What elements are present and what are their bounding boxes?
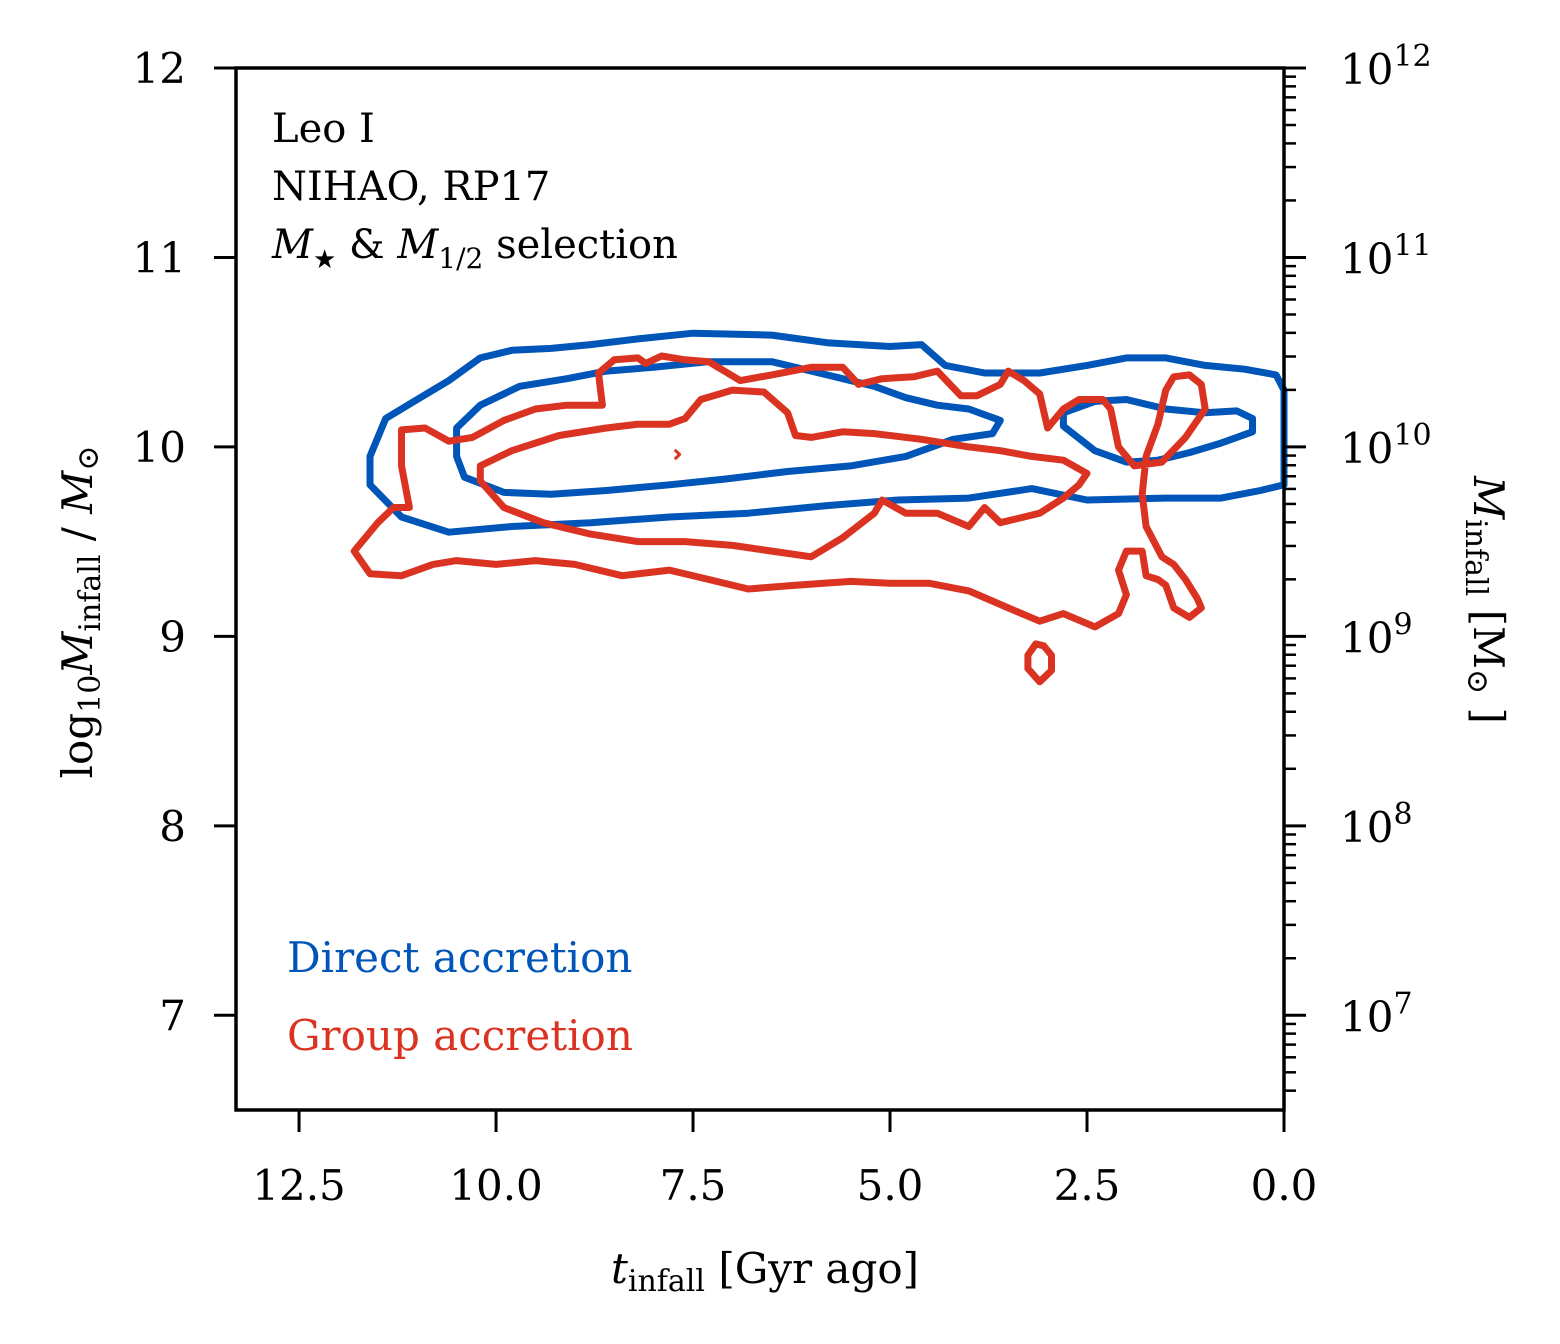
y-axis-right-label: Minfall [M⊙ ] [1458, 475, 1513, 724]
annotation-selection: M★ & M1/2 selection [271, 222, 678, 275]
y-right-tick-label: 108 [1340, 797, 1413, 852]
x-axis-ticks: 12.5 10.0 7.5 5.0 2.5 0.0 [252, 1110, 1317, 1210]
y-left-tick-label: 10 [133, 423, 186, 472]
y-right-tick-label: 1010 [1340, 418, 1432, 473]
y-left-tick-label: 12 [133, 44, 186, 93]
y-right-tick-label: 1012 [1340, 39, 1432, 94]
group-accretion-contour-1 [476, 386, 1091, 561]
direct-accretion-contour-1 [453, 358, 1004, 498]
y-left-tick-label: 8 [159, 802, 186, 851]
y-left-tick-label: 11 [133, 233, 186, 282]
x-tick-label: 10.0 [449, 1161, 543, 1210]
legend-direct-accretion: Direct accretion [287, 933, 632, 982]
annotation-galaxy: Leo I [272, 106, 375, 152]
y-right-tick-label: 1011 [1340, 228, 1432, 283]
y-right-tick-label: 109 [1340, 607, 1413, 662]
y-axis-left-ticks: 7 8 9 10 11 12 [133, 44, 236, 1040]
x-tick-label: 2.5 [1054, 1161, 1121, 1210]
y-axis-left-label: log10Minfall / M⊙ [53, 446, 108, 779]
x-tick-label: 12.5 [252, 1161, 346, 1210]
legend-group-accretion: Group accretion [287, 1011, 633, 1060]
x-tick-label: 5.0 [857, 1161, 924, 1210]
y-right-tick-label: 107 [1340, 986, 1413, 1041]
x-tick-label: 0.0 [1251, 1161, 1318, 1210]
x-axis-label: tinfall [Gyr ago] [611, 1244, 919, 1299]
y-axis-right-ticks: 107 108 109 1010 1011 1012 [1284, 39, 1432, 1092]
group-accretion-contour-3 [674, 449, 682, 460]
y-left-tick-label: 9 [159, 612, 186, 661]
plot-frame [234, 66, 1286, 1112]
series-group-accretion [350, 352, 1209, 686]
direct-accretion-contour-0 [366, 329, 1288, 536]
group-accretion-contour-2 [1024, 640, 1055, 686]
y-left-tick-label: 7 [159, 991, 186, 1040]
group-accretion-contour-0 [350, 352, 1209, 631]
series-layer [350, 329, 1288, 686]
x-tick-label: 7.5 [660, 1161, 727, 1210]
annotation-simulation: NIHAO, RP17 [272, 164, 550, 210]
